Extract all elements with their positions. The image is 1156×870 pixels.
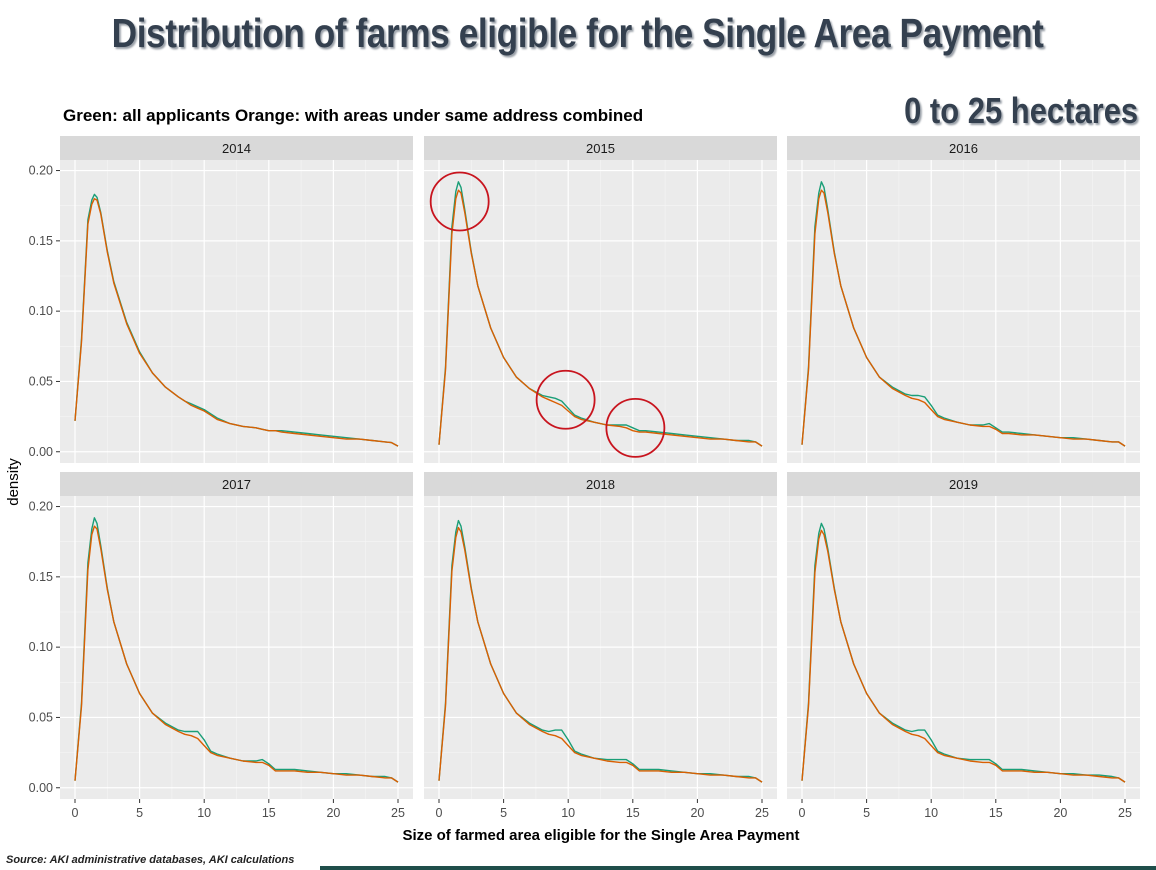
x-tick-label: 15	[626, 806, 640, 820]
y-tick-label: 0.10	[29, 640, 53, 654]
panel-2016: 2016	[787, 136, 1140, 463]
strip-label: 2018	[586, 477, 615, 492]
y-tick-label: 0.10	[29, 304, 53, 318]
strip-2014	[60, 136, 413, 160]
x-axis: 0 5 10 15 20 25 0 5 10 15 20 25 0 5 10 15 20 25	[72, 799, 1132, 820]
x-tick-label: 15	[262, 806, 276, 820]
y-tick-label: 0.00	[29, 445, 53, 459]
x-tick-label: 15	[989, 806, 1003, 820]
x-tick-label: 0	[72, 806, 79, 820]
strip-label: 2019	[949, 477, 978, 492]
y-tick-label: 0.05	[29, 710, 53, 724]
x-tick-label: 25	[1118, 806, 1132, 820]
y-axis: 0.00 0.05 0.10 0.15 0.20 0.00 0.05 0.10 0.15 0.20	[29, 164, 60, 795]
x-axis-title: Size of farmed area eligible for the Sin…	[402, 827, 799, 844]
y-tick-label: 0.00	[29, 781, 53, 795]
series-line-orange	[801, 529, 1126, 783]
x-tick-label: 10	[197, 806, 211, 820]
x-tick-label: 20	[326, 806, 340, 820]
x-tick-label: 5	[500, 806, 507, 820]
panel-2018: 2018	[424, 472, 777, 799]
x-tick-label: 5	[863, 806, 870, 820]
panel-2014: 2014	[60, 136, 413, 463]
y-tick-label: 0.20	[29, 164, 53, 178]
strip-label: 2016	[949, 141, 978, 156]
source-note: Source: AKI administrative databases, AK…	[6, 854, 295, 866]
series-line-orange	[74, 525, 399, 783]
y-tick-label: 0.15	[29, 234, 53, 248]
x-tick-label: 20	[1053, 806, 1067, 820]
chart-subtitle: Green: all applicants Orange: with areas…	[63, 106, 644, 125]
x-tick-label: 0	[799, 806, 806, 820]
series-line-orange	[74, 198, 399, 447]
panel-2015: 2015	[424, 136, 777, 463]
strip-label: 2015	[586, 141, 615, 156]
x-tick-label: 5	[136, 806, 143, 820]
footer-rule	[320, 866, 1156, 870]
y-axis-title: density	[5, 458, 22, 506]
strip-2016	[787, 136, 1140, 160]
strip-2018	[424, 472, 777, 496]
x-tick-label: 10	[561, 806, 575, 820]
x-tick-label: 0	[436, 806, 443, 820]
panel-2017: 2017	[60, 472, 413, 799]
x-tick-label: 25	[755, 806, 769, 820]
y-tick-label: 0.05	[29, 374, 53, 388]
annotation-circle	[605, 397, 666, 458]
x-tick-label: 20	[690, 806, 704, 820]
strip-label: 2017	[222, 477, 251, 492]
range-label: 0 to 25 hectares	[903, 90, 1138, 131]
series-line-orange	[801, 189, 1126, 447]
strip-2015	[424, 136, 777, 160]
strip-2019	[787, 472, 1140, 496]
panels-layer: 2014 2015 2016 2017 2018 2019	[60, 136, 1140, 799]
x-tick-label: 10	[924, 806, 938, 820]
y-tick-label: 0.20	[29, 500, 53, 514]
panel-2019: 2019	[787, 472, 1140, 799]
strip-2017	[60, 472, 413, 496]
annotation-circle	[429, 171, 490, 232]
chart-title: Distribution of farms eligible for the S…	[111, 10, 1044, 56]
strip-label: 2014	[222, 141, 251, 156]
y-tick-label: 0.15	[29, 570, 53, 584]
series-line-orange	[438, 526, 763, 783]
x-tick-label: 25	[391, 806, 405, 820]
series-line-orange	[438, 189, 763, 447]
annotation-circle	[535, 369, 596, 430]
